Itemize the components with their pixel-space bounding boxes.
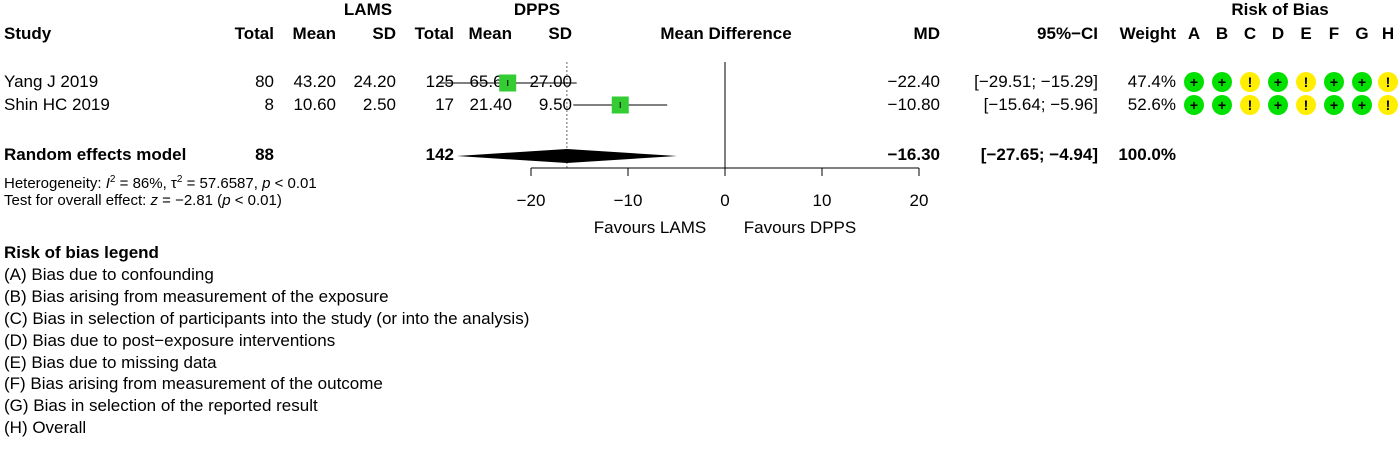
p-symbol: p <box>222 192 231 209</box>
plot-header: Mean Difference <box>660 24 792 43</box>
x-tick-label: −10 <box>614 191 643 210</box>
pooled-ci: [−27.65; −4.94] <box>980 145 1098 164</box>
x-tick-label: 0 <box>720 191 729 210</box>
rob-dot: ! <box>1296 95 1316 115</box>
rob-letter-h: H <box>1381 24 1395 43</box>
rob-dot: ! <box>1296 72 1316 92</box>
legend-item: (F) Bias arising from measurement of the… <box>4 374 383 394</box>
group1-header: LAMS <box>343 0 393 19</box>
x-tick-label: 10 <box>813 191 832 210</box>
pooled-md: −16.30 <box>887 145 940 164</box>
rob-dot: + <box>1268 72 1288 92</box>
total2-value: 17 <box>435 95 454 114</box>
mean2-value: 21.40 <box>469 95 512 114</box>
i2-symbol: I <box>105 175 110 192</box>
rob-dot: ! <box>1240 72 1260 92</box>
legend-item: (H) Overall <box>4 418 87 438</box>
mean2-header: Mean <box>468 24 512 43</box>
overall-effect-text: Test for overall effect: z = −2.81 (p < … <box>4 191 282 211</box>
weight-header: Weight <box>1119 24 1176 43</box>
p-value: < 0.01 <box>270 175 317 192</box>
rob-dot: ! <box>1240 95 1260 115</box>
pooled-total2: 142 <box>425 145 454 164</box>
rob-dot: ! <box>1378 95 1398 115</box>
group2-header: DPPS <box>513 0 561 19</box>
i2-sup: 2 <box>109 174 116 185</box>
total1-header: Total <box>234 24 274 43</box>
p-symbol: p <box>262 175 271 192</box>
rob-letter-f: F <box>1328 24 1340 43</box>
rob-dot: + <box>1212 72 1232 92</box>
study-name: Shin HC 2019 <box>4 95 110 114</box>
sd1-header: SD <box>372 24 396 43</box>
weight-value: 47.4% <box>1127 72 1176 91</box>
pooled-label: Random effects model <box>4 145 187 164</box>
study-header: Study <box>4 24 52 43</box>
mean1-value: 43.20 <box>293 72 336 91</box>
pooled-weight: 100.0% <box>1118 145 1176 164</box>
study-name: Yang J 2019 <box>4 72 99 91</box>
tau-value: = 57.6587, <box>182 175 263 192</box>
total2-header: Total <box>414 24 454 43</box>
rob-legend: Risk of bias legend (A) Bias due to conf… <box>4 242 529 439</box>
rob-dot: + <box>1268 95 1288 115</box>
sd2-value: 9.50 <box>538 95 572 114</box>
rob-letter-c: C <box>1243 24 1257 43</box>
rob-dot: + <box>1184 72 1204 92</box>
total1-value: 80 <box>255 72 274 91</box>
sd2-header: SD <box>548 24 572 43</box>
rob-header: Risk of Bias <box>1231 0 1329 19</box>
p-value: < 0.01) <box>230 192 282 209</box>
rob-letter-a: A <box>1187 24 1201 43</box>
overall-prefix: Test for overall effect: <box>4 192 151 209</box>
ci-value: [−15.64; −5.96] <box>983 95 1098 114</box>
tau-sup: 2 <box>176 174 183 185</box>
legend-item: (C) Bias in selection of participants in… <box>4 308 530 328</box>
x-tick-label: 20 <box>910 191 929 210</box>
rob-dot: + <box>1352 72 1372 92</box>
legend-item: (E) Bias due to missing data <box>4 352 217 372</box>
legend-item: (A) Bias due to confounding <box>4 264 214 284</box>
mean1-value: 10.60 <box>293 95 336 114</box>
favours-right: Favours DPPS <box>743 218 857 237</box>
rob-dot: + <box>1324 95 1344 115</box>
rob-letter-e: E <box>1300 24 1312 43</box>
forest-plot: −20 −10 0 10 20 <box>438 62 929 210</box>
sd2-value: 27.00 <box>529 72 572 91</box>
sd1-value: 2.50 <box>362 95 396 114</box>
legend-item: (B) Bias arising from measurement of the… <box>4 286 389 306</box>
rob-letter-g: G <box>1355 24 1369 43</box>
pooled-diamond <box>456 149 678 163</box>
z-symbol: z <box>150 192 158 209</box>
x-tick-label: −20 <box>517 191 546 210</box>
heterogeneity-text: Heterogeneity: I2 = 86%, τ2 = 57.6587, p… <box>4 170 317 194</box>
favours-left: Favours LAMS <box>593 218 707 237</box>
i2-value: = 86%, τ <box>115 175 177 192</box>
weight-value: 52.6% <box>1127 95 1176 114</box>
md-value: −22.40 <box>887 72 940 91</box>
legend-item: (D) Bias due to post−exposure interventi… <box>4 330 336 350</box>
rob-letter-b: B <box>1215 24 1229 43</box>
md-header: MD <box>913 24 940 43</box>
heterogeneity-prefix: Heterogeneity: <box>4 175 106 192</box>
ci-header: 95%−CI <box>1037 24 1098 43</box>
sd1-value: 24.20 <box>353 72 396 91</box>
legend-item: (G) Bias in selection of the reported re… <box>4 396 318 416</box>
total1-value: 8 <box>264 95 274 114</box>
rob-letter-d: D <box>1271 24 1285 43</box>
rob-dot: + <box>1212 95 1232 115</box>
legend-title: Risk of bias legend <box>4 243 159 262</box>
rob-dot: ! <box>1378 72 1398 92</box>
rob-dot: + <box>1352 95 1372 115</box>
rob-dot: + <box>1324 72 1344 92</box>
total2-value: 125 <box>425 72 454 91</box>
md-value: −10.80 <box>887 95 940 114</box>
pooled-total1: 88 <box>255 145 274 164</box>
rob-dot: + <box>1184 95 1204 115</box>
z-value: = −2.81 ( <box>157 192 223 209</box>
ci-value: [−29.51; −15.29] <box>974 72 1098 91</box>
mean1-header: Mean <box>292 24 336 43</box>
